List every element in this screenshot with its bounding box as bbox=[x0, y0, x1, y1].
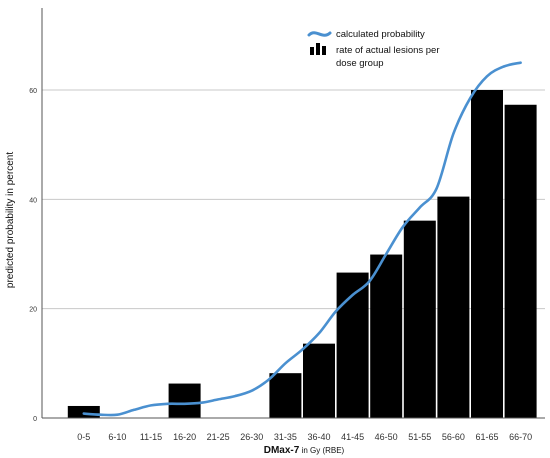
line-layer bbox=[82, 61, 522, 417]
legend-bar-label-line2: dose group bbox=[336, 58, 384, 69]
y-tick-label: 60 bbox=[29, 88, 37, 95]
y-tick-label: 40 bbox=[29, 197, 37, 204]
bar-16-20 bbox=[168, 383, 201, 418]
x-tick-label: 31-35 bbox=[274, 432, 297, 442]
bar-51-55 bbox=[403, 220, 436, 418]
x-tick-label: 51-55 bbox=[408, 432, 431, 442]
legend-bar-label-line1: rate of actual lesions per bbox=[336, 45, 440, 56]
x-tick-label: 0-5 bbox=[77, 432, 90, 442]
legend: calculated probability rate of actual le… bbox=[307, 29, 440, 69]
y-tick-label: 20 bbox=[29, 307, 37, 314]
x-tick-label: 11-15 bbox=[140, 432, 162, 442]
x-tick-label: 26-30 bbox=[240, 432, 263, 442]
x-tick-label: 46-50 bbox=[375, 432, 398, 442]
x-axis-title: DMax-7 in Gy (RBE) bbox=[264, 445, 345, 456]
bar-36-40 bbox=[303, 343, 335, 418]
bar-0-5 bbox=[67, 405, 100, 418]
x-tick-label: 56-60 bbox=[442, 432, 465, 442]
axes-layer bbox=[41, 8, 545, 419]
bar-56-60 bbox=[437, 196, 470, 418]
ticks-layer: 0 20 40 60 0-5 6-10 11-15 16-20 21-25 26-30 31-35 3… bbox=[29, 88, 532, 442]
x-tick-label: 6-10 bbox=[108, 432, 126, 442]
x-tick-label: 66-70 bbox=[509, 432, 532, 442]
legend-line-label: calculated probability bbox=[336, 29, 425, 40]
y-axis-title: predicted probability in percent bbox=[5, 152, 16, 288]
y-tick-label: 0 bbox=[33, 416, 37, 423]
x-axis-title-rest: in Gy (RBE) bbox=[299, 446, 344, 455]
bars-layer bbox=[67, 90, 537, 418]
grid-layer bbox=[42, 89, 545, 310]
bar-41-45 bbox=[336, 272, 369, 418]
legend-bar-swatch bbox=[310, 43, 326, 55]
bar-61-65 bbox=[471, 90, 503, 418]
x-tick-label: 61-65 bbox=[475, 432, 498, 442]
bar-46-50 bbox=[370, 254, 403, 418]
x-axis-title-bold: DMax-7 bbox=[264, 445, 300, 456]
x-tick-label: 21-25 bbox=[207, 432, 230, 442]
x-tick-label: 41-45 bbox=[341, 432, 364, 442]
legend-line-swatch bbox=[307, 31, 332, 37]
bar-66-70 bbox=[504, 104, 537, 418]
probability-line bbox=[82, 61, 522, 417]
bar-31-35 bbox=[269, 373, 302, 418]
x-tick-label: 16-20 bbox=[173, 432, 196, 442]
x-tick-label: 36-40 bbox=[307, 432, 330, 442]
